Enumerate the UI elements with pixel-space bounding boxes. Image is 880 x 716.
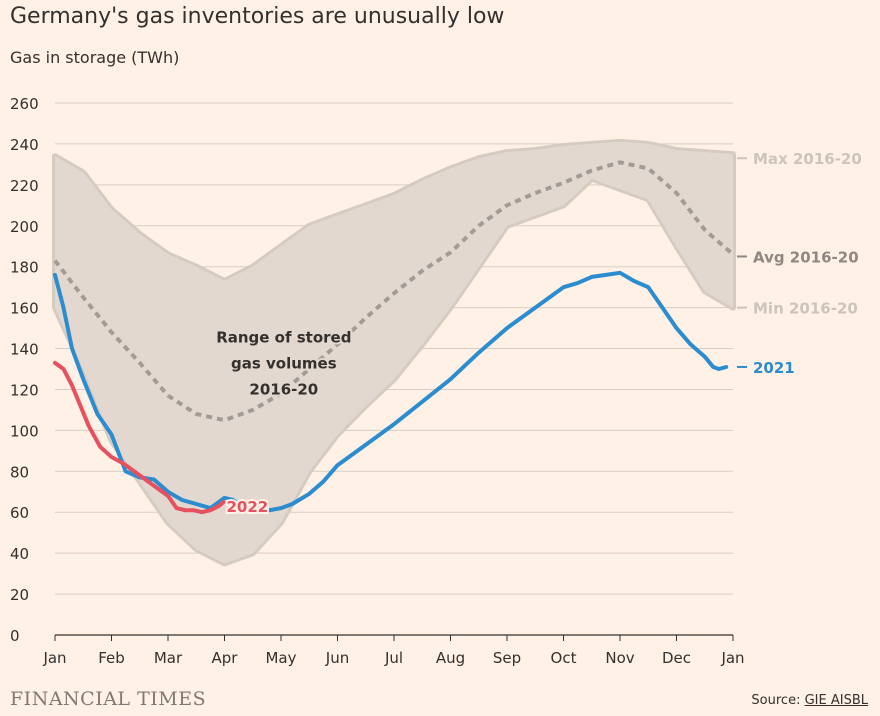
max-label: Max 2016-20 — [753, 150, 862, 168]
chart-title: Germany's gas inventories are unusually … — [10, 4, 505, 29]
x-tick-label: Aug — [436, 649, 465, 667]
y-tick-label: 20 — [10, 586, 29, 604]
y-tick-label: 200 — [10, 218, 39, 236]
y-tick-label: 0 — [10, 627, 20, 645]
y-tick-label: 80 — [10, 463, 29, 481]
ft-logo-text: FINANCIAL TIMES — [10, 688, 207, 710]
y-tick-label: 60 — [10, 504, 29, 522]
range-annotation-line: 2016-20 — [249, 380, 318, 398]
source-label: Source: — [751, 693, 801, 708]
y-tick-label: 260 — [10, 95, 39, 113]
range-annotation-line: Range of stored — [216, 328, 351, 346]
x-tick-label: Jun — [325, 649, 349, 667]
avg-label: Avg 2016-20 — [753, 248, 859, 266]
x-tick-label: Jan — [720, 649, 744, 667]
chart-subtitle: Gas in storage (TWh) — [10, 48, 180, 67]
x-tick-label: Dec — [662, 649, 691, 667]
x-tick-label: Mar — [154, 649, 183, 667]
avg-2016-20-line — [53, 160, 735, 423]
min-label: Min 2016-20 — [753, 300, 858, 318]
x-tick-label: Oct — [551, 649, 577, 667]
y-tick-label: 240 — [10, 136, 39, 154]
x-tick-label: Nov — [605, 649, 634, 667]
label-2021: 2021 — [753, 359, 795, 377]
range-band-fill — [55, 141, 733, 564]
y-tick-label: 180 — [10, 259, 39, 277]
y-tick-label: 140 — [10, 341, 39, 359]
x-tick-label: May — [265, 649, 296, 667]
x-tick-label: Apr — [212, 649, 239, 667]
range-annotation-line: gas volumes — [231, 354, 337, 372]
y-tick-label: 160 — [10, 300, 39, 318]
source-credit: Source: GIE AISBL — [751, 693, 868, 708]
y-tick-label: 100 — [10, 422, 39, 440]
y-tick-label: 220 — [10, 177, 39, 195]
y-tick-label: 40 — [10, 545, 29, 563]
x-tick-label: Sep — [493, 649, 521, 667]
x-tick-label: Jul — [384, 649, 403, 667]
label-2022: 2022 — [226, 498, 268, 516]
source-link[interactable]: GIE AISBL — [804, 693, 868, 708]
x-tick-label: Feb — [98, 649, 125, 667]
y-tick-label: 120 — [10, 381, 39, 399]
x-tick-label: Jan — [42, 649, 66, 667]
series-2022-line — [53, 360, 226, 515]
